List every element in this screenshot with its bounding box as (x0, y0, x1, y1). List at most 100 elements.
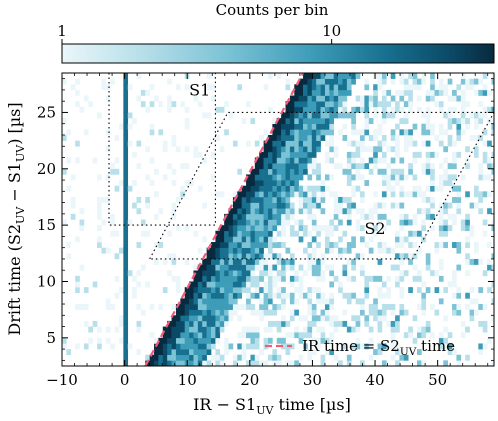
heatmap-bin (491, 106, 494, 113)
heatmap-bin (254, 326, 260, 333)
heatmap-bin (333, 146, 339, 153)
heatmap-bin (338, 287, 343, 294)
heatmap-bin (219, 287, 225, 294)
heatmap-bin (438, 163, 444, 170)
heatmap-bin (438, 242, 444, 248)
heatmap-bin (193, 264, 199, 271)
heatmap-bin (395, 174, 400, 181)
heatmap-bin (250, 185, 256, 192)
heatmap-bin (193, 230, 199, 237)
heatmap-bin (329, 219, 335, 226)
heatmap-bin (368, 304, 374, 310)
heatmap-bin (298, 281, 304, 288)
heatmap-bin (377, 258, 383, 265)
heatmap-bin (403, 134, 409, 141)
heatmap-bin (228, 281, 234, 288)
heatmap-bin (316, 196, 321, 203)
heatmap-bin (254, 196, 260, 203)
heatmap-bin (140, 219, 146, 226)
heatmap-bin (219, 247, 225, 254)
heatmap-bin (206, 275, 212, 282)
heatmap-bin (316, 89, 321, 96)
heatmap-bin (154, 354, 159, 361)
heatmap-bin (267, 230, 273, 237)
heatmap-bin (202, 112, 207, 119)
heatmap-bin (390, 95, 396, 102)
x-axis-label: IR − S1UV time [µs] (193, 395, 351, 417)
heatmap-bin (316, 230, 321, 237)
heatmap-bin (399, 78, 405, 85)
heatmap-bin (316, 242, 321, 248)
heatmap-bin (276, 191, 282, 198)
heatmap-bin (469, 225, 475, 232)
heatmap-bin (430, 163, 435, 170)
heatmap-bin (224, 287, 229, 294)
heatmap-bin (324, 112, 330, 119)
heatmap-bin (298, 78, 304, 85)
heatmap-bin (342, 292, 348, 299)
heatmap-bin (324, 236, 330, 243)
heatmap-bin (346, 140, 352, 147)
heatmap-bin (303, 191, 308, 198)
heatmap-bin (215, 298, 221, 305)
heatmap-bin (263, 270, 269, 277)
heatmap-bin (320, 112, 326, 119)
heatmap-bin (250, 326, 256, 333)
heatmap-bin (465, 225, 470, 232)
heatmap-bin (267, 134, 273, 141)
heatmap-bin (478, 118, 484, 125)
heatmap-bin (285, 196, 291, 203)
heatmap-bin (381, 225, 387, 232)
heatmap-bin (386, 146, 391, 153)
heatmap-bin (267, 208, 273, 215)
heatmap-bin (469, 202, 475, 209)
heatmap-bin (246, 247, 251, 254)
heatmap-bin (189, 281, 194, 288)
heatmap-bin (452, 219, 457, 226)
heatmap-bin (342, 320, 348, 327)
heatmap-bin (267, 157, 273, 164)
heatmap-bin (303, 151, 308, 158)
heatmap-bin (324, 337, 330, 344)
heatmap-bin (202, 157, 207, 164)
heatmap-bin (303, 78, 308, 85)
heatmap-bin (162, 332, 168, 339)
heatmap-bin (224, 219, 229, 226)
heatmap-bin (355, 315, 361, 322)
heatmap-bin (447, 332, 453, 339)
heatmap-bin (189, 326, 194, 333)
heatmap-bin (478, 168, 484, 175)
heatmap-bin (193, 337, 199, 344)
heatmap-bin (355, 208, 361, 215)
heatmap-bin (307, 123, 313, 130)
heatmap-bin (263, 360, 269, 366)
heatmap-bin (307, 264, 313, 271)
heatmap-bin (281, 123, 286, 130)
heatmap-bin (254, 185, 260, 192)
heatmap-bin (324, 174, 330, 181)
heatmap-bin (162, 354, 168, 361)
heatmap-bin (373, 106, 378, 113)
heatmap-bin (373, 151, 378, 158)
heatmap-bin (202, 236, 207, 243)
heatmap-bin (316, 343, 321, 350)
heatmap-bin (281, 185, 286, 192)
heatmap-bin (307, 196, 313, 203)
heatmap-bin (171, 315, 177, 322)
heatmap-bin (311, 157, 317, 164)
heatmap-bin (110, 163, 115, 170)
heatmap-bin (136, 320, 142, 327)
heatmap-bin (206, 253, 212, 260)
heatmap-bin (154, 213, 159, 220)
heatmap-bin (364, 123, 370, 130)
heatmap-bin (395, 168, 400, 175)
heatmap-bin (228, 275, 234, 282)
heatmap-bin (373, 101, 378, 108)
heatmap-bin (250, 213, 256, 220)
heatmap-bin (425, 163, 431, 170)
heatmap-bin (364, 95, 370, 102)
heatmap-bin (338, 101, 343, 108)
heatmap-bin (421, 112, 427, 119)
heatmap-bin (434, 101, 440, 108)
heatmap-bin (241, 253, 247, 260)
